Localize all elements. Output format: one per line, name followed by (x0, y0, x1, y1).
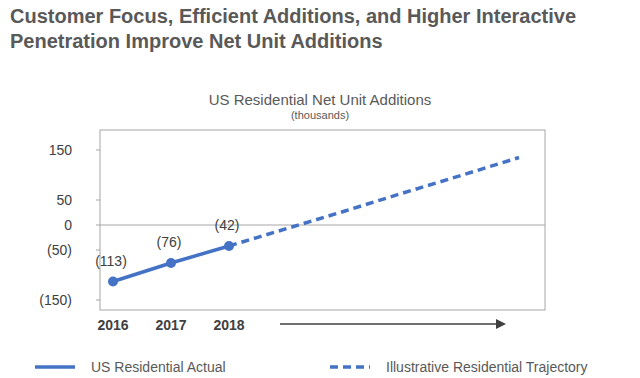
data-label: (42) (215, 217, 240, 233)
point-marker (108, 277, 118, 287)
arrow-head (496, 319, 506, 329)
timeline-arrow (280, 323, 496, 325)
title: Customer Focus, Efficient Additions, and… (10, 4, 638, 54)
legend-label: Illustrative Residential Trajectory (386, 359, 588, 375)
data-label: (113) (95, 253, 127, 269)
zero-line (100, 225, 545, 226)
y-tick (96, 150, 100, 151)
data-label: (76) (157, 234, 182, 250)
y-tick-label: 50 (56, 192, 72, 208)
y-tick (96, 225, 100, 226)
y-tick-label: (150) (39, 292, 72, 308)
legend-swatch (35, 365, 75, 369)
y-tick-label: 0 (64, 217, 72, 233)
point-marker (166, 258, 176, 268)
x-tick-label: 2017 (155, 317, 186, 333)
legend-label: US Residential Actual (91, 359, 226, 375)
y-tick (96, 250, 100, 251)
y-tick (96, 200, 100, 201)
series-line (113, 246, 229, 282)
series-line (229, 158, 519, 247)
units-label: (thousands) (291, 109, 349, 121)
subtitle: US Residential Net Unit Additions (209, 91, 432, 108)
x-tick-label: 2018 (213, 317, 244, 333)
y-tick-label: 150 (49, 142, 73, 158)
plot-frame (100, 130, 545, 310)
x-tick-label: 2016 (97, 317, 128, 333)
legend-swatch (330, 365, 370, 369)
y-tick-label: (50) (47, 242, 72, 258)
y-tick (96, 300, 100, 301)
chart: US Residential Net Unit Additions(thousa… (0, 0, 640, 378)
